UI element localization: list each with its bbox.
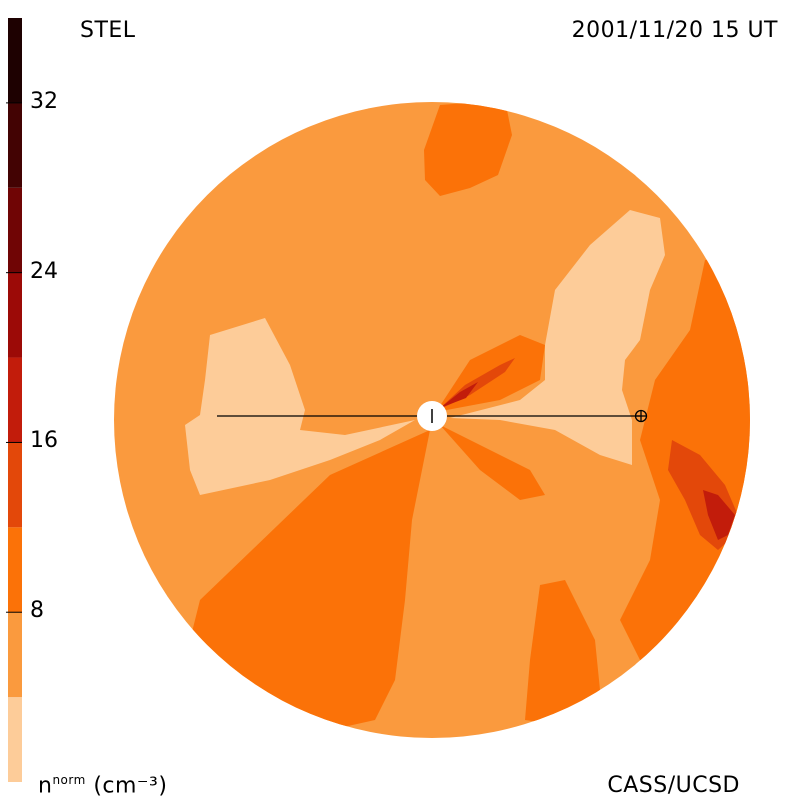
sparse-region-right xyxy=(450,210,665,465)
colorbar-band xyxy=(8,187,22,273)
colorbar xyxy=(6,18,22,782)
earth-icon xyxy=(634,409,648,423)
timestamp-label: 2001/11/20 15 UT xyxy=(571,18,778,43)
colorbar-band xyxy=(8,697,22,782)
colorbar-tick-label: 24 xyxy=(30,258,58,284)
instrument-label: STEL xyxy=(80,18,136,43)
colorbar-band xyxy=(8,357,22,443)
credit-label: CASS/UCSD xyxy=(607,773,740,798)
colorbar-tick-label: 8 xyxy=(30,598,44,624)
sparse-region-left xyxy=(185,318,415,495)
colorbar-band xyxy=(8,18,22,103)
colorbar-band xyxy=(8,102,22,188)
dense-region-lower-right xyxy=(525,580,600,725)
colorbar-tick-label: 32 xyxy=(30,88,58,114)
dense-region-top xyxy=(424,102,512,196)
dense-streak-right-inner xyxy=(703,490,735,540)
dense-region-right-lobe xyxy=(440,425,545,500)
colorbar-band xyxy=(8,272,22,358)
colorbar-band xyxy=(8,442,22,528)
dense-core-inner xyxy=(440,382,478,408)
colorbar-band xyxy=(8,527,22,613)
unit-label: nnorm (cm⁻³) xyxy=(38,772,168,798)
colorbar-tick-label: 16 xyxy=(30,428,58,454)
colorbar-band xyxy=(8,612,22,698)
dense-region-lower-left xyxy=(180,430,430,730)
